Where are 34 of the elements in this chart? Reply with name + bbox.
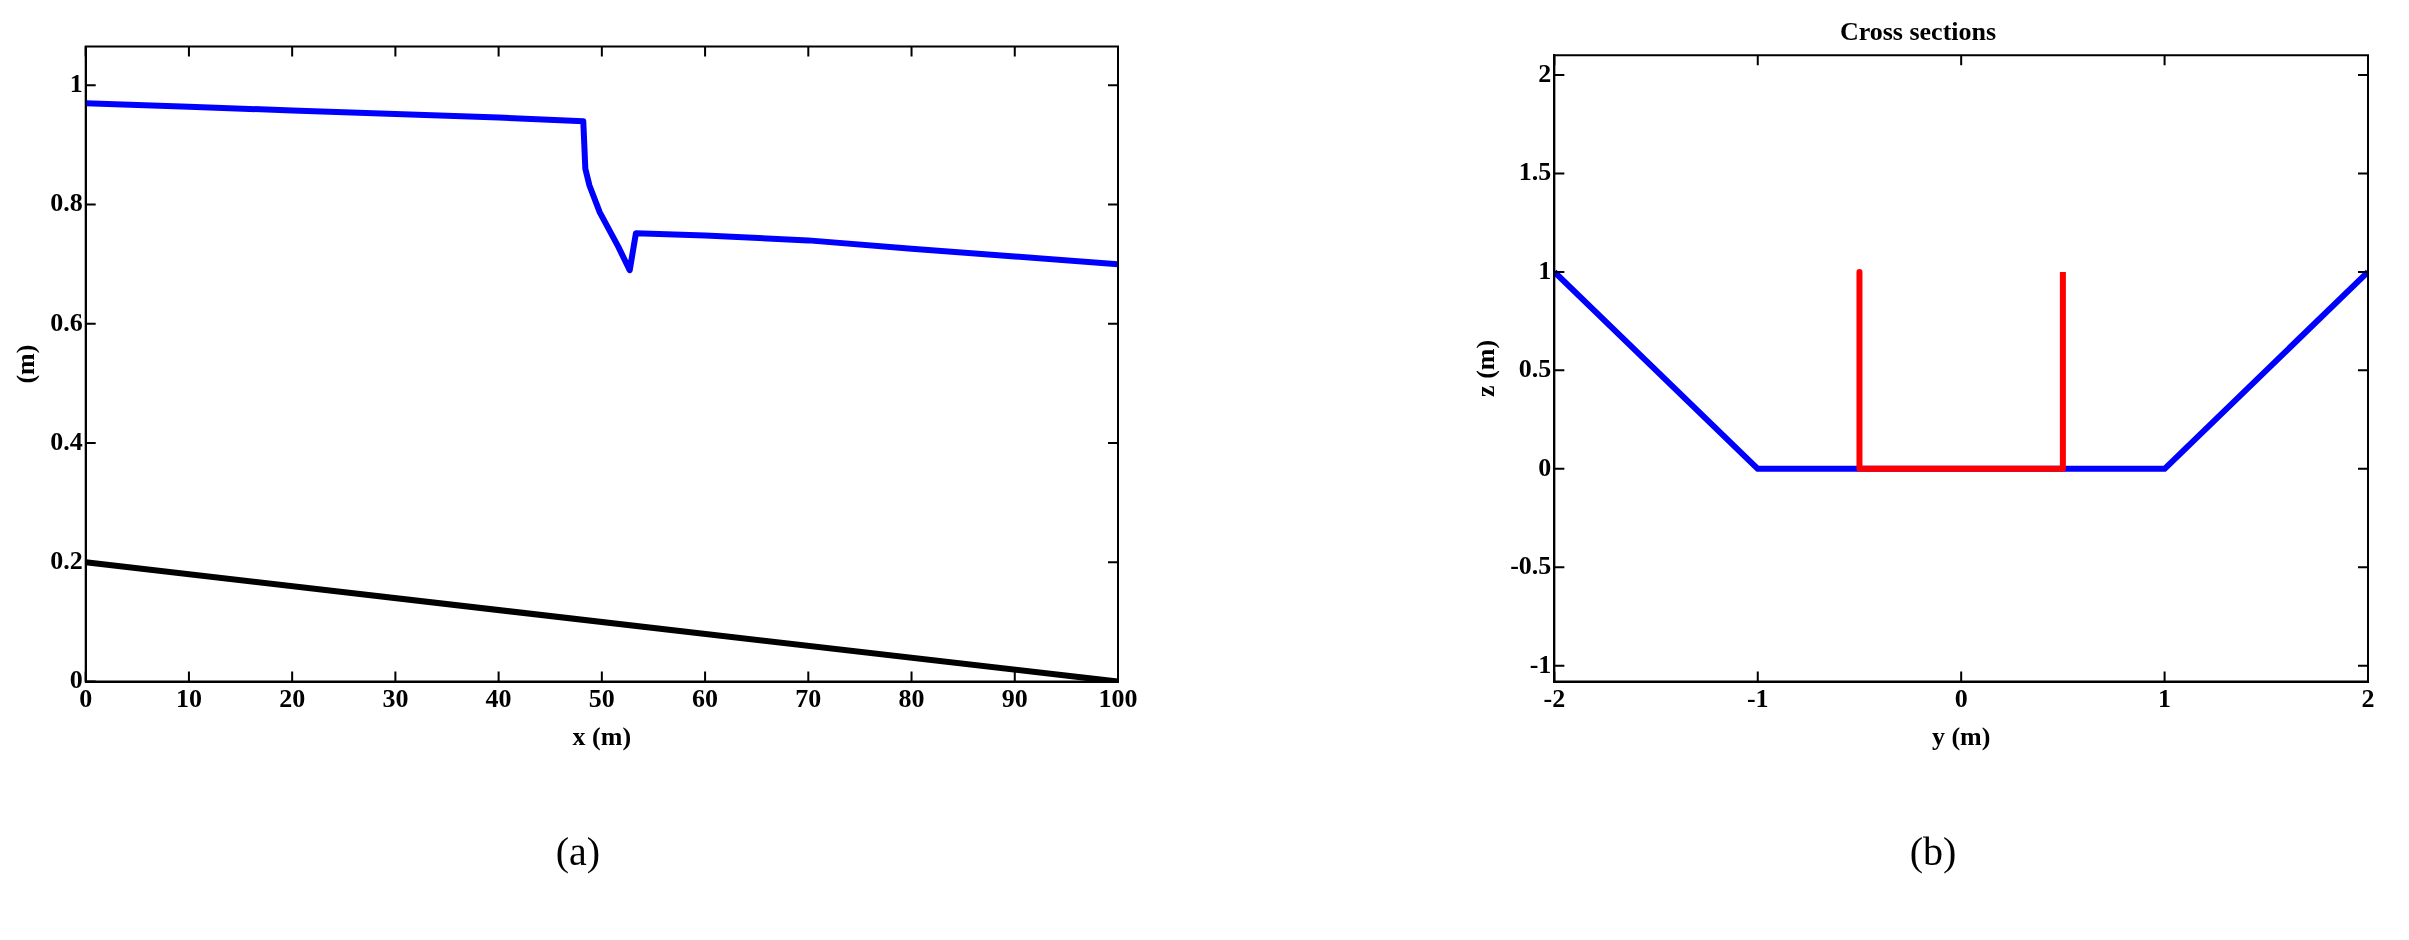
- x-axis-title: x (m): [572, 722, 632, 752]
- x-tick-label: 30: [382, 683, 409, 713]
- y-tick-label: 0.2: [50, 546, 83, 576]
- x-tick-label: 1: [2158, 683, 2172, 713]
- x-tick-label: -1: [1746, 683, 1769, 713]
- y-axis-title: z (m): [1471, 339, 1501, 397]
- x-tick-label: 60: [692, 683, 719, 713]
- y-tick-label: 0.5: [1518, 354, 1552, 384]
- x-tick-label: 20: [279, 683, 306, 713]
- x-tick-label: 50: [588, 683, 615, 713]
- x-axis-title: y (m): [1931, 722, 1991, 752]
- x-tick-label: 80: [898, 683, 925, 713]
- x-tick-label: 70: [795, 683, 822, 713]
- chart-title: Cross sections: [1839, 17, 1997, 47]
- y-tick-label: 2: [1538, 58, 1552, 88]
- x-tick-label: 2: [2361, 683, 2375, 713]
- y-tick-label: 0.8: [50, 188, 83, 218]
- y-tick-label: 1.5: [1518, 157, 1552, 187]
- x-tick-label: 0: [1954, 683, 1968, 713]
- y-tick-label: -0.5: [1510, 551, 1552, 581]
- text: (b): [1909, 828, 1957, 875]
- y-tick-label: 0.6: [50, 307, 83, 337]
- y-tick-label: 1: [69, 69, 83, 99]
- x-tick-label: 40: [485, 683, 512, 713]
- y-tick-label: 1: [1538, 255, 1552, 285]
- y-tick-label: 0.4: [50, 426, 83, 456]
- x-tick-label: 100: [1098, 683, 1138, 713]
- x-tick-label: 10: [175, 683, 202, 713]
- text: (a): [555, 828, 601, 875]
- y-axis-title: (m): [11, 344, 41, 384]
- x-tick-label: -2: [1543, 683, 1566, 713]
- y-tick-label: 0: [1538, 452, 1552, 482]
- x-tick-label: 90: [1001, 683, 1028, 713]
- y-tick-label: -1: [1529, 649, 1552, 679]
